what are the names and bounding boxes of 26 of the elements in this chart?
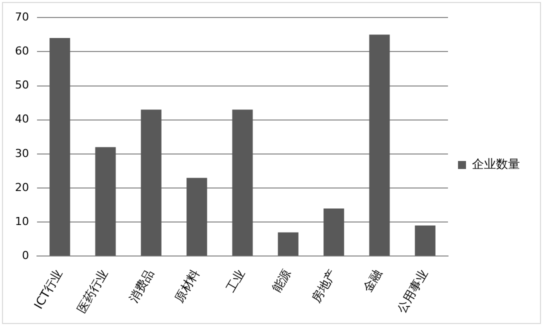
bar: [50, 38, 70, 256]
y-tick-label: 20: [14, 180, 29, 194]
x-tick-label: 金融: [360, 266, 385, 295]
x-tick-label: 能源: [269, 266, 294, 295]
bar: [324, 208, 344, 256]
bar: [140, 110, 162, 256]
bar: [414, 226, 436, 256]
bar: [186, 178, 208, 256]
x-tick-label: 医药行业: [74, 266, 111, 316]
bar: [278, 232, 298, 256]
y-tick-label: 10: [14, 215, 29, 228]
bar: [232, 110, 253, 256]
bar: [95, 147, 116, 256]
x-tick-label: 公用事业: [394, 266, 430, 316]
y-tick-label: 50: [14, 78, 29, 92]
x-tick-label: 原材料: [172, 266, 202, 306]
x-tick-label: 工业: [224, 266, 248, 295]
x-tick-label: 房地产: [309, 266, 340, 306]
y-tick-label: 40: [14, 112, 29, 126]
x-tick-label: 消费品: [126, 266, 156, 306]
y-tick-label: 30: [14, 146, 29, 160]
legend-label: 企业数量: [472, 157, 520, 172]
bar: [369, 34, 390, 256]
y-tick-label: 60: [14, 44, 29, 58]
y-tick-label: 70: [14, 10, 29, 24]
y-tick-label: 0: [22, 249, 29, 262]
